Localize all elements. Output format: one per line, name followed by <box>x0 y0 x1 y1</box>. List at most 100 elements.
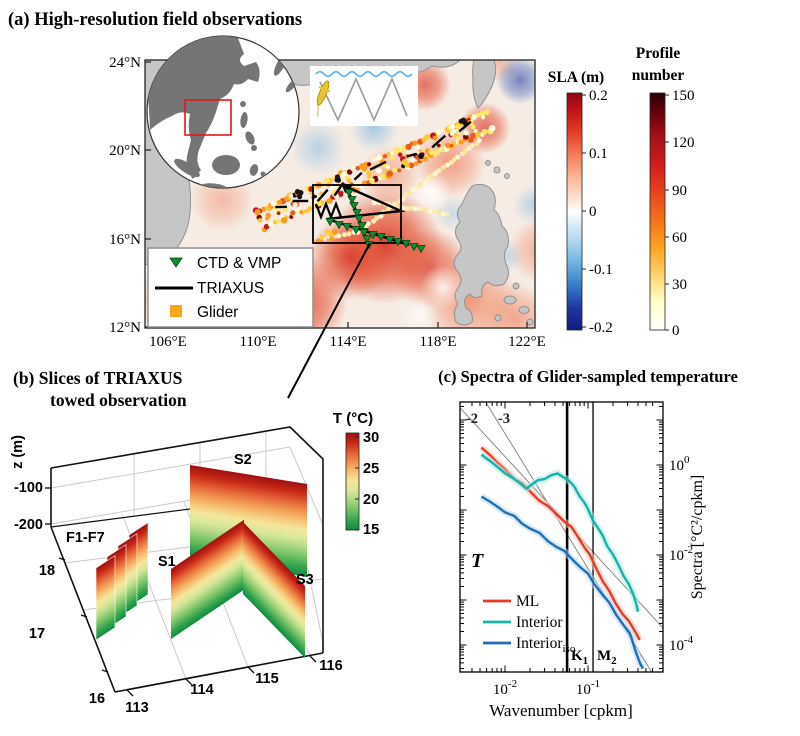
panel-c-title: (c) Spectra of Glider-sampled temperatur… <box>438 367 738 386</box>
sla-colorbar-ticks <box>582 95 586 327</box>
profile-colorbar-gradient <box>650 93 665 330</box>
high-profile-count-dot <box>297 194 302 199</box>
glider-profile-dot <box>350 166 356 172</box>
spectra-plot: -2 -3 T K1 M2 ML Interior Interioriso 10… <box>460 402 706 720</box>
glider-profile-dot <box>440 128 445 133</box>
glider-return-dot <box>366 221 371 226</box>
sla-colorbar-title: SLA (m) <box>548 69 604 86</box>
lon-tick-label-3d: 115 <box>255 671 278 687</box>
sla-colorbar: SLA (m) 0.2 0.1 0 -0.1 -0.2 <box>548 69 613 336</box>
glider-profile-dot <box>366 171 371 176</box>
glider-dot-cluster <box>332 230 337 235</box>
lat-tick-label-3d: 17 <box>29 626 45 642</box>
lon-tick-label-3d: 116 <box>319 658 342 674</box>
glider-profile-dot <box>456 136 460 140</box>
lon-tick-label: 110°E <box>239 334 276 350</box>
glider-return-dot <box>403 193 408 198</box>
glider-profile-dot <box>297 206 301 210</box>
lat-tick-label: 16°N <box>109 232 141 248</box>
glider-profile-dot <box>289 194 293 198</box>
glider-profile-dot <box>387 170 393 176</box>
sla-tick-label: 0.1 <box>589 146 608 162</box>
glider-return-dot <box>405 206 410 211</box>
glider-return-dot <box>346 232 351 237</box>
glider-profile-dot <box>450 144 454 148</box>
glider-profile-dot <box>392 168 397 173</box>
glider-profile-dot <box>464 130 469 135</box>
legend-label-ml: ML <box>516 593 539 610</box>
glider-profile-dot <box>277 211 281 215</box>
glider-return-dot <box>418 182 423 187</box>
sla-tick-label: -0.1 <box>589 262 613 278</box>
profile-tick-label: 60 <box>672 230 687 246</box>
sla-tick-label: 0 <box>589 204 597 220</box>
high-profile-count-dot <box>459 119 464 124</box>
z-tick-label: -100 <box>14 480 43 496</box>
panel-b-title-line1: (b) Slices of TRIAXUS <box>13 368 182 388</box>
glider-profile-dot <box>258 218 263 223</box>
glider-profile-dot <box>261 207 266 212</box>
temperature-annotation: T <box>471 550 484 572</box>
glider-profile-dot <box>435 149 441 155</box>
high-profile-count-dot <box>335 174 340 179</box>
land-islet <box>505 174 510 179</box>
slope-label-minus2: -2 <box>466 411 478 427</box>
lon-tick-label: 106°E <box>149 334 187 350</box>
slice-label-s2: S2 <box>234 452 252 468</box>
legend-label-triaxus: TRIAXUS <box>197 280 264 297</box>
lon-tick-label: 118°E <box>419 334 456 350</box>
glider-profile-dot <box>482 129 488 135</box>
glider-profile-dot <box>450 124 455 129</box>
glider-return-dot <box>411 187 416 192</box>
glider-return-dot <box>413 206 418 211</box>
z-axis-label: z (m) <box>10 435 26 469</box>
x-tick-label: 10-1 <box>576 678 600 698</box>
glider-dot-cluster <box>329 236 334 241</box>
glider-profile-dot <box>389 155 394 160</box>
lat-tick-label: 12°N <box>109 320 141 336</box>
y-axis-label: Spectra [°C²/cpkm] <box>689 475 706 600</box>
glider-profile-dot <box>410 157 415 162</box>
glider-profile-dot <box>293 202 298 207</box>
slice-label-s3: S3 <box>296 572 314 588</box>
glider-profile-dot <box>470 133 476 139</box>
profile-tick-label: 90 <box>672 183 687 199</box>
z-tick-label: -200 <box>14 517 43 533</box>
profile-tick-label: 0 <box>672 323 680 339</box>
lon-tick-label: 122°E <box>508 334 546 350</box>
glider-profile-dot <box>376 168 382 174</box>
slope-label-minus3: -3 <box>498 411 510 427</box>
glider-profile-dot <box>385 165 390 170</box>
land-islet <box>495 315 501 321</box>
glider-profile-dot <box>290 210 295 215</box>
land-islet <box>513 283 519 289</box>
glider-profile-dot <box>489 125 495 131</box>
glider-profile-dot <box>340 173 344 177</box>
glider-return-dot <box>470 143 475 148</box>
glider-profile-dot <box>347 178 352 183</box>
glider-dot-cluster <box>324 229 329 234</box>
sla-colorbar-gradient <box>567 93 582 330</box>
temperature-slices <box>96 465 307 658</box>
glider-profile-dot <box>471 117 475 121</box>
x-axis-label: Wavenumber [cpkm] <box>489 701 633 720</box>
panel-a-title: (a) High-resolution field observations <box>8 10 302 30</box>
panel-b-title-line2: towed observation <box>50 390 187 410</box>
glider-profile-dot <box>299 210 303 214</box>
glider-return-dot <box>417 206 422 211</box>
y-tick-label: 10-4 <box>669 634 694 654</box>
profile-tick-label: 150 <box>672 88 695 104</box>
glider-profile-dot <box>429 149 435 155</box>
glider-profile-dot <box>401 147 406 152</box>
land-islet <box>527 319 533 325</box>
lat-tick-label: 24°N <box>109 55 141 71</box>
lat-tick-label-3d: 16 <box>89 691 105 707</box>
glider-profile-dot <box>386 152 390 156</box>
glider-return-dot <box>423 208 428 213</box>
temp-tick-label: 20 <box>363 492 379 508</box>
glider-profile-dot <box>281 217 287 223</box>
temperature-colorbar: T (°C) 30 25 20 15 <box>333 410 379 538</box>
land-islet <box>494 167 500 173</box>
temperature-colorbar-title: T (°C) <box>333 410 373 427</box>
